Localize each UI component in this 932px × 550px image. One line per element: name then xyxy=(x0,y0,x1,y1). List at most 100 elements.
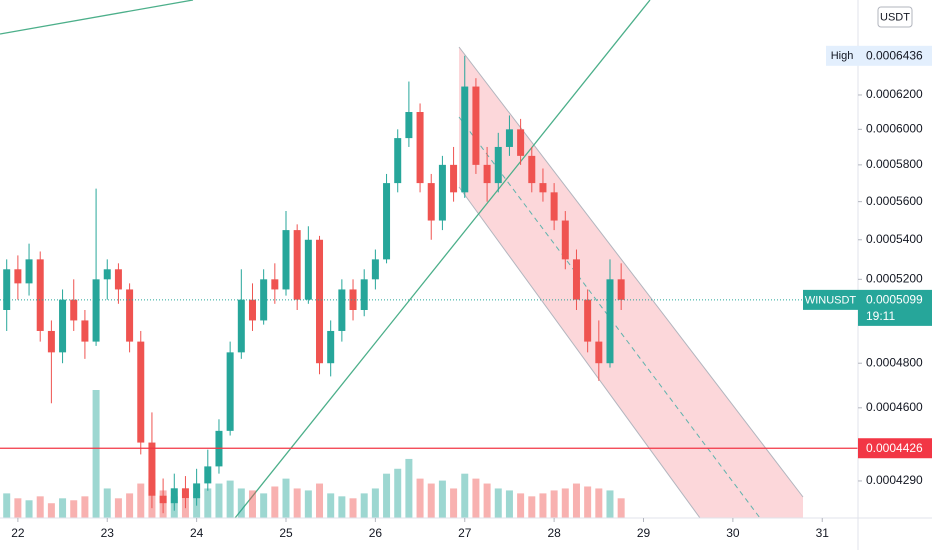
volume-bar xyxy=(25,500,33,518)
candle-body xyxy=(248,299,256,321)
trend-line xyxy=(0,0,194,35)
candle-body xyxy=(70,299,78,321)
volume-bar xyxy=(215,483,223,518)
marks xyxy=(0,55,858,518)
candle-body xyxy=(427,183,435,221)
volume-bar xyxy=(293,488,301,518)
volume-bar xyxy=(260,493,268,518)
volume-bar xyxy=(126,493,134,518)
overlay: 0.0006200 0.0006000 0.0005800 0.0005600 0.00… xyxy=(11,45,932,540)
volume-bar xyxy=(483,483,491,518)
y-tick-label: 0.0005800 xyxy=(866,157,923,171)
volume-bar xyxy=(550,490,558,518)
volume-bar xyxy=(572,483,580,518)
candle-body xyxy=(483,164,491,184)
candle-body xyxy=(572,259,580,300)
candle-body xyxy=(405,112,413,139)
high-name: High xyxy=(831,50,854,62)
volume-bar xyxy=(316,483,324,518)
trend-line xyxy=(234,0,651,519)
x-tick-label: 28 xyxy=(547,526,561,540)
x-tick-label: 25 xyxy=(279,526,293,540)
y-tick-label: 0.0005400 xyxy=(866,232,923,246)
high-value-box xyxy=(858,45,932,66)
candle-body xyxy=(282,230,290,290)
last-price-box xyxy=(858,289,932,326)
volume-bar xyxy=(3,493,11,518)
candle-body xyxy=(584,299,592,342)
candle-body xyxy=(394,138,402,184)
y-tick-label: 0.0004600 xyxy=(866,400,923,414)
volume-bar xyxy=(528,496,536,518)
channel-bottom xyxy=(458,186,701,519)
candle-body xyxy=(14,269,22,284)
y-tick-label: 0.0005200 xyxy=(866,271,923,285)
high-value: 0.0006436 xyxy=(866,48,923,62)
candle-body xyxy=(193,483,201,499)
candle-body xyxy=(327,330,335,364)
candle-body xyxy=(92,279,100,342)
volume-bar xyxy=(561,488,569,518)
candle-body xyxy=(383,183,391,260)
x-tick-label: 22 xyxy=(11,526,25,540)
x-tick-label: 31 xyxy=(816,526,830,540)
volume-bar xyxy=(47,503,55,518)
volume-bar xyxy=(438,480,446,518)
channel-top xyxy=(458,46,804,498)
volume-bar xyxy=(248,490,256,518)
candle-body xyxy=(304,239,312,300)
x-tick-label: 29 xyxy=(637,526,651,540)
candle-body xyxy=(595,341,603,364)
volume-bar xyxy=(81,496,89,518)
x-tick-label: 23 xyxy=(101,526,115,540)
price-line-box xyxy=(858,438,932,459)
candle-body xyxy=(3,269,11,310)
volume-bar xyxy=(360,493,368,518)
candle-body xyxy=(316,239,324,364)
volume-bar xyxy=(450,488,458,518)
volume-bar xyxy=(204,488,212,518)
candle-body xyxy=(472,86,480,165)
candle-body xyxy=(170,488,178,504)
candle-body xyxy=(438,164,446,221)
volume-bar xyxy=(427,483,435,518)
candle-body xyxy=(349,289,357,310)
volume-bar xyxy=(539,493,547,518)
candle-body xyxy=(505,129,513,147)
volume-bar xyxy=(505,490,513,518)
candle-body xyxy=(528,155,536,184)
candle-body xyxy=(204,466,212,484)
candle-body xyxy=(148,442,156,496)
candle-body xyxy=(114,269,122,290)
candle-body xyxy=(293,230,301,300)
volume-bar xyxy=(517,493,525,518)
candle-body xyxy=(461,86,469,193)
volume-bar xyxy=(304,490,312,518)
symbol-label: WINUSDT xyxy=(805,294,857,306)
candle-body xyxy=(617,279,625,300)
volume-bar xyxy=(494,488,502,518)
candle-body xyxy=(137,341,145,443)
volume-bar xyxy=(92,390,100,518)
candle-body xyxy=(338,289,346,331)
candle-body xyxy=(517,129,525,156)
high-name-box xyxy=(826,45,858,66)
candle-body xyxy=(606,279,614,364)
x-tick-label: 27 xyxy=(458,526,472,540)
volume-bar xyxy=(595,488,603,518)
volume-bar xyxy=(371,488,379,518)
volume-bar xyxy=(282,478,290,518)
drawings xyxy=(0,0,804,519)
candle-body xyxy=(47,330,55,353)
volume-bar xyxy=(59,498,67,518)
candle-body xyxy=(550,192,558,221)
currency-box[interactable] xyxy=(877,6,913,28)
volume-bar xyxy=(271,486,279,518)
x-tick-label: 24 xyxy=(190,526,204,540)
candle-body xyxy=(450,164,458,193)
volume-bar xyxy=(349,498,357,518)
y-tick-label: 0.0006000 xyxy=(866,122,923,136)
currency: USDT xyxy=(880,11,910,23)
volume-bar xyxy=(237,488,245,518)
